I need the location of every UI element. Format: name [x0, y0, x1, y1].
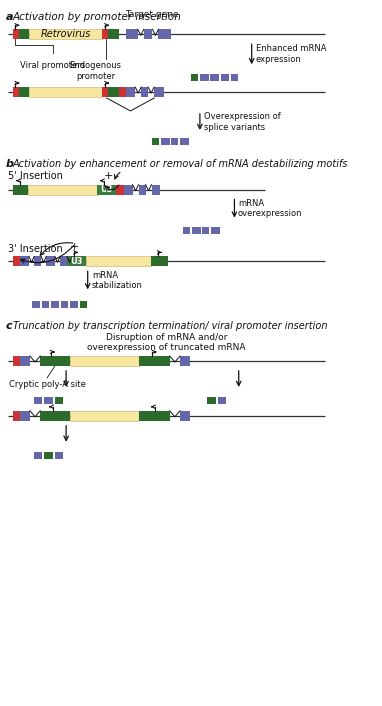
- Bar: [116, 185, 124, 195]
- Text: U3: U3: [100, 185, 113, 194]
- Text: U3: U3: [70, 257, 83, 266]
- Text: Activation by enhancement or removal of mRNA destabilizing motifs: Activation by enhancement or removal of …: [13, 159, 348, 169]
- Bar: [152, 185, 160, 195]
- Bar: [44, 397, 53, 404]
- Text: Disruption of mRNA and/or
overexpression of truncated mRNA: Disruption of mRNA and/or overexpression…: [87, 333, 246, 352]
- Text: Activation by promoter insertion: Activation by promoter insertion: [13, 12, 181, 23]
- FancyArrowPatch shape: [105, 185, 119, 190]
- Bar: [70, 356, 139, 366]
- Bar: [218, 397, 226, 404]
- Text: Truncation by transcription termination/ viral promoter insertion: Truncation by transcription termination/…: [13, 321, 327, 331]
- Bar: [34, 397, 42, 404]
- Bar: [40, 356, 70, 366]
- Bar: [172, 138, 178, 145]
- Bar: [202, 227, 209, 234]
- Text: Viral promoters: Viral promoters: [20, 61, 86, 70]
- Text: Retrovirus: Retrovirus: [40, 29, 91, 40]
- Bar: [20, 256, 29, 266]
- Text: mRNA
stabilization: mRNA stabilization: [92, 270, 143, 290]
- Bar: [108, 29, 119, 40]
- Bar: [86, 256, 151, 266]
- Bar: [207, 397, 216, 404]
- Bar: [34, 452, 42, 459]
- FancyArrowPatch shape: [115, 172, 120, 179]
- Bar: [46, 256, 55, 266]
- Bar: [55, 397, 63, 404]
- Bar: [20, 356, 30, 366]
- Text: Cryptic poly-A site: Cryptic poly-A site: [9, 380, 86, 389]
- Bar: [29, 29, 102, 40]
- Text: c: c: [6, 321, 12, 331]
- Bar: [50, 301, 59, 309]
- Text: +: +: [104, 171, 113, 181]
- Bar: [126, 29, 138, 40]
- Bar: [13, 185, 28, 195]
- Bar: [70, 301, 78, 309]
- Bar: [72, 256, 81, 266]
- Bar: [13, 256, 20, 266]
- Bar: [67, 256, 86, 266]
- Bar: [183, 227, 190, 234]
- Bar: [42, 301, 49, 309]
- Bar: [159, 29, 170, 40]
- Bar: [211, 227, 220, 234]
- Bar: [210, 74, 219, 81]
- Bar: [19, 87, 29, 97]
- Text: 5' Insertion: 5' Insertion: [8, 171, 63, 181]
- Bar: [13, 29, 19, 40]
- Bar: [13, 356, 20, 366]
- Text: b: b: [6, 159, 14, 169]
- Bar: [144, 29, 152, 40]
- Bar: [34, 256, 41, 266]
- Bar: [231, 74, 238, 81]
- Bar: [152, 138, 159, 145]
- Bar: [80, 301, 87, 309]
- Bar: [139, 185, 146, 195]
- Bar: [180, 138, 189, 145]
- Bar: [20, 411, 30, 421]
- Bar: [61, 301, 68, 309]
- Bar: [119, 87, 126, 97]
- Bar: [221, 74, 229, 81]
- Bar: [191, 74, 198, 81]
- Bar: [108, 87, 119, 97]
- Text: Target gene: Target gene: [125, 11, 178, 19]
- FancyArrowPatch shape: [21, 246, 74, 263]
- Bar: [13, 87, 19, 97]
- Text: Overexpression of
splice variants: Overexpression of splice variants: [204, 112, 281, 131]
- Bar: [192, 227, 201, 234]
- Bar: [126, 87, 135, 97]
- Text: mRNA
overexpression: mRNA overexpression: [238, 199, 303, 218]
- Text: Endogenous
promoter: Endogenous promoter: [70, 61, 121, 80]
- Bar: [180, 411, 189, 421]
- Bar: [180, 356, 189, 366]
- Bar: [151, 256, 168, 266]
- Bar: [139, 411, 170, 421]
- Bar: [200, 74, 209, 81]
- Bar: [40, 411, 70, 421]
- Bar: [44, 452, 53, 459]
- Text: 3' Insertion: 3' Insertion: [8, 244, 63, 254]
- Bar: [55, 452, 63, 459]
- FancyArrowPatch shape: [40, 243, 73, 256]
- Bar: [70, 411, 139, 421]
- Text: +: +: [70, 242, 79, 253]
- Bar: [161, 138, 170, 145]
- Bar: [141, 87, 148, 97]
- Bar: [97, 185, 116, 195]
- Bar: [19, 29, 29, 40]
- Bar: [60, 256, 67, 266]
- Bar: [32, 301, 40, 309]
- Bar: [124, 185, 133, 195]
- Text: Enhanced mRNA
expression: Enhanced mRNA expression: [256, 44, 327, 64]
- Bar: [29, 87, 102, 97]
- Bar: [154, 87, 163, 97]
- Bar: [139, 356, 170, 366]
- Bar: [102, 29, 108, 40]
- Bar: [13, 411, 20, 421]
- Bar: [102, 87, 108, 97]
- Bar: [28, 185, 97, 195]
- Text: a: a: [6, 12, 13, 23]
